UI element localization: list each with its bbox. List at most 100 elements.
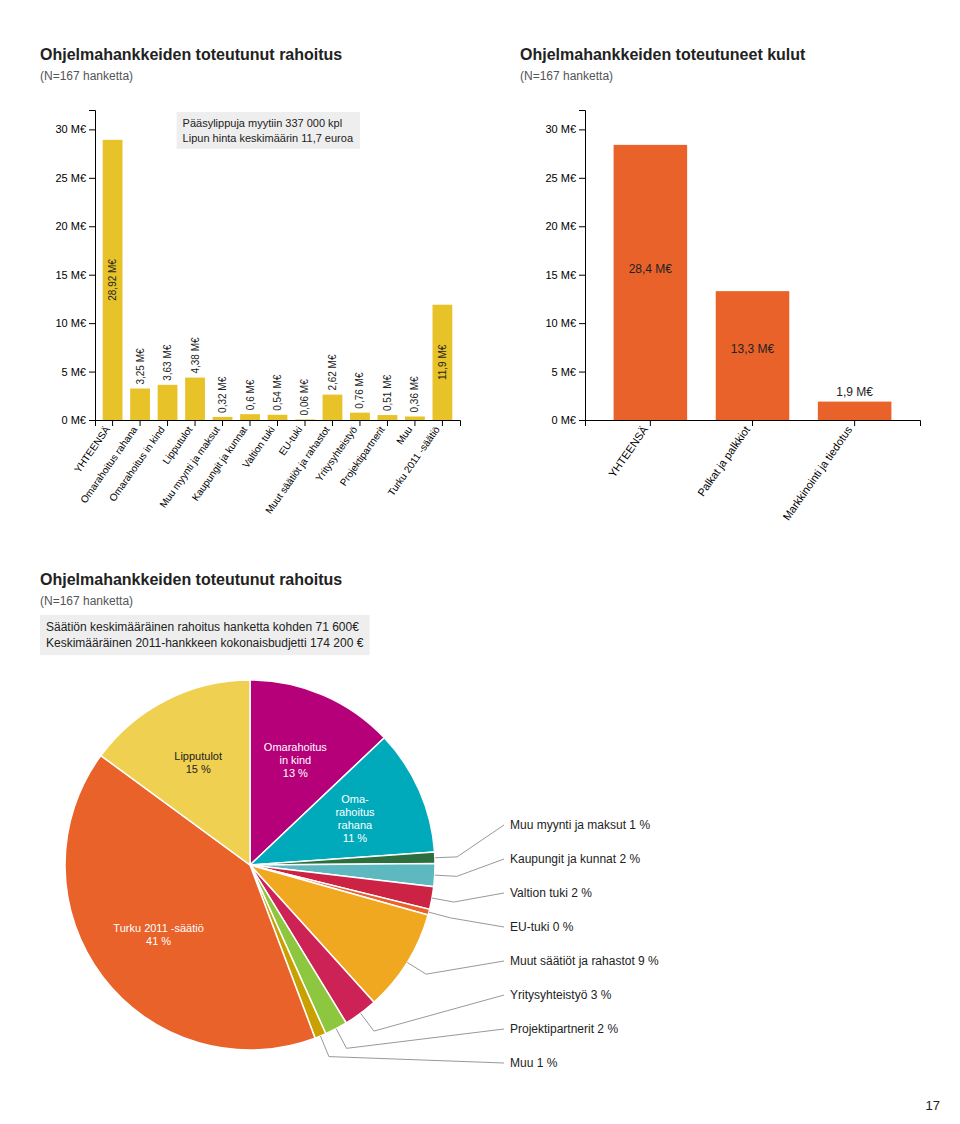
tick-mark [89,372,95,373]
y-tick: 5 M€ [62,366,95,378]
annotation-text-line: Keskimääräinen 2011-hankkeen kokonaisbud… [46,636,364,650]
external-label: Yritysyhteistyö 3 % [510,988,612,1002]
x-tick-label: Turku 2011 -säätiö [386,424,442,498]
figure: Ohjelmahankkeiden toteutunut rahoitus (N=… [0,0,960,1124]
x-tick: Muu [394,420,415,446]
bar [295,419,315,420]
slice-label-line: 41 % [146,935,171,947]
y-tick: 20 M€ [55,220,95,232]
bar [323,395,343,420]
external-label: Muu myynti ja maksut 1 % [510,818,650,832]
y-tick: 0 M€ [552,414,585,426]
tick-mark [579,178,585,179]
bar [350,413,370,420]
x-tick-label: Muu [394,424,414,446]
annotation-box [177,112,360,149]
pie-slice [101,680,250,865]
leader-line [435,825,504,858]
tick-mark [854,420,855,426]
slice-label-line: Omarahoitus [264,741,327,753]
y-tick-label: 10 M€ [545,317,576,329]
y-tick: 10 M€ [545,317,585,329]
y-tick: 20 M€ [545,220,585,232]
tick-mark [752,420,753,426]
y-tick-label: 0 M€ [62,414,86,426]
slice-label-line: 15 % [186,763,211,775]
bar [240,414,260,420]
tick-mark [89,275,95,276]
tick-mark [140,420,141,426]
tick-mark [277,420,278,426]
data-label: 0,06 M€ [299,379,310,416]
tick-mark [89,420,95,421]
tick-mark [195,420,196,426]
chart-title: Ohjelmahankkeiden toteutunut rahoitus [40,46,342,63]
y-axis: 0 M€5 M€10 M€15 M€20 M€25 M€30 M€ [55,111,95,427]
data-label: 28,4 M€ [629,262,673,276]
bar [185,378,205,420]
tick-mark [250,420,251,426]
x-tick-label: Omarahoitus in kind [107,424,167,503]
tick-mark [414,420,415,426]
chart-title: Ohjelmahankkeiden toteutunut rahoitus [40,571,342,588]
bar [158,385,178,420]
leader-line [429,912,504,927]
leader-line [361,995,504,1031]
y-tick-label: 30 M€ [55,123,86,135]
external-label: Valtion tuki 2 % [510,886,592,900]
x-tick: Omarahoitus in kind [107,420,168,503]
y-tick: 30 M€ [55,123,95,135]
axis-line [586,421,921,427]
x-tick-label: YHTEENSÄ [606,423,650,479]
y-axis: 0 M€ 5 M€ 10 M€ 15 M€ 20 M€ 25 M€ 30 M€ [545,111,585,427]
y-tick-label: 10 M€ [55,317,86,329]
slice-label-line: rahoitus [335,806,375,818]
chart-title: Ohjelmahankkeiden toteutuneet kulut [520,46,806,63]
data-label: 3,63 M€ [162,344,173,381]
bar [213,417,233,420]
tick-mark [387,420,388,426]
x-tick: Turku 2011 -säätiö [386,420,443,498]
annotation-text: Pääsylippuja myytiin 337 000 kplLipun hi… [183,117,354,144]
tick-mark [359,420,360,426]
data-label: 0,6 M€ [245,379,256,410]
x-tick: Palkat ja palkkiot [695,420,753,498]
external-label: Kaupungit ja kunnat 2 % [510,852,640,866]
external-label: Muu 1 % [510,1056,558,1070]
y-tick-label: 0 M€ [552,414,576,426]
y-tick: 0 M€ [62,414,95,426]
y-tick-label: 30 M€ [545,123,576,135]
data-label: 28,92 M€ [107,259,118,301]
x-tick: Markkinointi ja tiedotus [780,420,854,522]
tick-mark [332,420,333,426]
leader-line [320,1036,504,1063]
y-tick-label: 20 M€ [55,220,86,232]
y-tick: 25 M€ [545,172,585,184]
annotation: Pääsylippuja myytiin 337 000 kplLipun hi… [177,112,360,149]
slice-label: Omarahoitusin kind13 % [264,741,327,779]
data-label: 0,36 M€ [409,376,420,413]
y-tick-label: 5 M€ [552,366,576,378]
bar [378,415,398,420]
external-label: EU-tuki 0 % [510,920,574,934]
x-axis: YHTEENSÄOmarahoitus rahanaOmarahoitus in… [72,420,460,516]
bars [103,140,453,420]
x-tick-label: Projektipartnerit [338,424,387,488]
bar [614,145,688,420]
axis-line [89,111,96,421]
tick-mark [222,420,223,426]
slice-label-line: in kind [279,754,311,766]
x-tick: EU-tuki [277,420,305,457]
annotation-box [40,615,370,655]
bar [103,140,123,420]
chart-subtitle: (N=167 hanketta) [520,69,613,83]
slice-label-line: rahana [338,819,373,831]
y-tick-label: 15 M€ [545,269,576,281]
slice-label-line: 13 % [283,767,308,779]
annotation-text-line: Pääsylippuja myytiin 337 000 kpl [183,117,343,129]
tick-mark [579,275,585,276]
y-tick: 5 M€ [552,366,585,378]
tick-mark [579,323,585,324]
tick-mark [304,420,305,426]
external-label: Projektipartnerit 2 % [510,1022,618,1036]
